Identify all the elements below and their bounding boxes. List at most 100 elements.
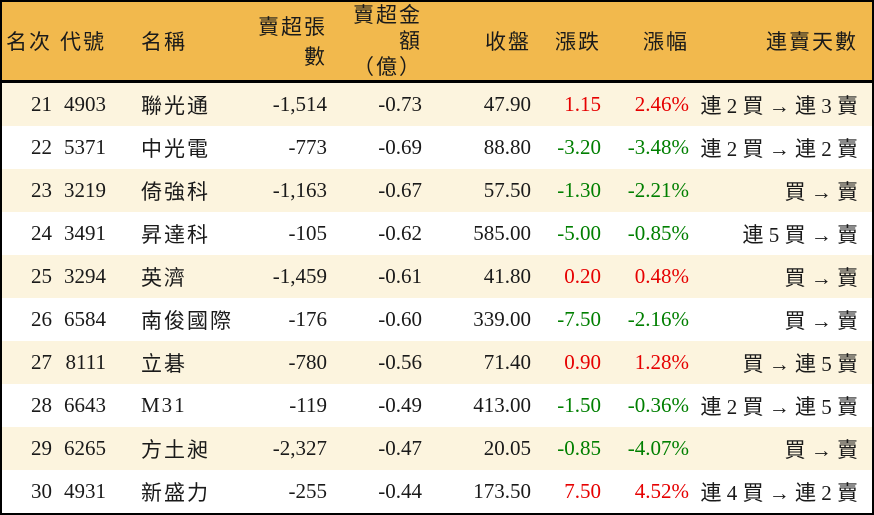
sell-amount-cell: -0.56 — [378, 350, 422, 374]
header-row: 名次 代號 名稱 賣超張數 賣超金額 （億） 收盤 漲跌 漲幅 連賣天數 — [1, 1, 873, 83]
close-cell: 413.00 — [473, 393, 531, 417]
close-cell: 20.05 — [483, 436, 531, 460]
code-cell: 4931 — [64, 479, 106, 503]
header-rank: 名次 — [1, 1, 56, 83]
code-cell: 3491 — [64, 221, 106, 245]
streak-cell: 買 → 賣 — [784, 308, 859, 333]
streak-cell: 買 → 連 5 賣 — [742, 351, 859, 376]
header-sell-amount-line2: （億） — [353, 55, 422, 79]
code-cell: 3219 — [64, 178, 106, 202]
rank-cell: 23 — [31, 178, 52, 202]
header-name: 名稱 — [118, 1, 236, 83]
close-cell: 339.00 — [473, 307, 531, 331]
sell-volume-cell: -2,327 — [272, 436, 327, 460]
sell-amount-cell: -0.61 — [378, 264, 422, 288]
close-cell: 173.50 — [473, 479, 531, 503]
sell-volume-cell: -176 — [288, 307, 328, 331]
code-cell: 6584 — [64, 307, 106, 331]
sell-amount-cell: -0.60 — [378, 307, 422, 331]
change-pct-cell: -4.07% — [627, 436, 689, 460]
sell-amount-cell: -0.62 — [378, 221, 422, 245]
change-cell: -1.50 — [557, 393, 601, 417]
close-cell: 41.80 — [483, 264, 531, 288]
change-pct-cell: 1.28% — [634, 350, 689, 374]
streak-cell: 連 4 買 → 連 2 賣 — [700, 480, 859, 505]
close-cell: 71.40 — [483, 350, 531, 374]
rank-cell: 27 — [31, 350, 52, 374]
sell-amount-cell: -0.69 — [378, 135, 422, 159]
sell-volume-cell: -1,163 — [272, 178, 327, 202]
close-cell: 47.90 — [483, 92, 531, 116]
change-pct-cell: -2.16% — [627, 307, 689, 331]
name-cell: M31 — [141, 393, 187, 417]
header-sell-volume: 賣超張數 — [236, 1, 343, 83]
table-row: 30 4931 新盛力 -255 -0.44 173.50 7.50 4.52%… — [1, 470, 873, 514]
name-cell: 新盛力 — [141, 480, 210, 505]
rank-cell: 28 — [31, 393, 52, 417]
name-cell: 昇達科 — [141, 222, 210, 247]
streak-cell: 連 5 買 → 賣 — [742, 222, 859, 247]
table-row: 28 6643 M31 -119 -0.49 413.00 -1.50 -0.3… — [1, 384, 873, 427]
code-cell: 5371 — [64, 135, 106, 159]
change-cell: -5.00 — [557, 221, 601, 245]
sell-amount-cell: -0.49 — [378, 393, 422, 417]
change-cell: 1.15 — [564, 92, 601, 116]
sell-volume-cell: -119 — [289, 393, 327, 417]
header-sell-amount-line1: 賣超金額 — [353, 3, 422, 53]
change-pct-cell: 2.46% — [634, 92, 689, 116]
change-pct-cell: -2.21% — [627, 178, 689, 202]
change-pct-cell: -3.48% — [627, 135, 689, 159]
change-cell: -7.50 — [557, 307, 601, 331]
code-cell: 6643 — [64, 393, 106, 417]
change-pct-cell: 4.52% — [634, 479, 689, 503]
rank-cell: 30 — [31, 479, 52, 503]
streak-cell: 買 → 賣 — [784, 265, 859, 290]
table-row: 29 6265 方土昶 -2,327 -0.47 20.05 -0.85 -4.… — [1, 427, 873, 470]
header-code: 代號 — [56, 1, 118, 83]
header-close: 收盤 — [438, 1, 533, 83]
name-cell: 立碁 — [141, 351, 187, 376]
table-row: 23 3219 倚強科 -1,163 -0.67 57.50 -1.30 -2.… — [1, 169, 873, 212]
code-cell: 3294 — [64, 264, 106, 288]
rank-cell: 26 — [31, 307, 52, 331]
close-cell: 585.00 — [473, 221, 531, 245]
change-cell: 0.90 — [564, 350, 601, 374]
sell-volume-cell: -1,459 — [272, 264, 327, 288]
table-body: 21 4903 聯光通 -1,514 -0.73 47.90 1.15 2.46… — [1, 81, 873, 514]
sell-volume-cell: -1,514 — [272, 92, 327, 116]
change-pct-cell: 0.48% — [634, 264, 689, 288]
rank-cell: 22 — [31, 135, 52, 159]
name-cell: 倚強科 — [141, 179, 210, 204]
close-cell: 88.80 — [483, 135, 531, 159]
streak-cell: 連 2 買 → 連 2 賣 — [700, 136, 859, 161]
change-cell: 7.50 — [564, 479, 601, 503]
name-cell: 中光電 — [141, 136, 210, 161]
table-row: 21 4903 聯光通 -1,514 -0.73 47.90 1.15 2.46… — [1, 81, 873, 126]
header-change: 漲跌 — [533, 1, 603, 83]
streak-cell: 連 2 買 → 連 5 賣 — [700, 394, 859, 419]
name-cell: 方土昶 — [141, 437, 210, 462]
sell-volume-cell: -105 — [288, 221, 328, 245]
name-cell: 英濟 — [141, 265, 187, 290]
table-row: 26 6584 南俊國際 -176 -0.60 339.00 -7.50 -2.… — [1, 298, 873, 341]
table-row: 22 5371 中光電 -773 -0.69 88.80 -3.20 -3.48… — [1, 126, 873, 169]
sell-volume-cell: -255 — [288, 479, 328, 503]
header-streak: 連賣天數 — [691, 1, 873, 83]
change-cell: -3.20 — [557, 135, 601, 159]
code-cell: 4903 — [64, 92, 106, 116]
change-cell: -1.30 — [557, 178, 601, 202]
sell-amount-cell: -0.67 — [378, 178, 422, 202]
change-pct-cell: -0.85% — [627, 221, 689, 245]
sell-amount-cell: -0.47 — [378, 436, 422, 460]
code-cell: 6265 — [64, 436, 106, 460]
streak-cell: 買 → 賣 — [784, 179, 859, 204]
table-row: 27 8111 立碁 -780 -0.56 71.40 0.90 1.28% 買… — [1, 341, 873, 384]
name-cell: 聯光通 — [141, 93, 210, 118]
table-row: 25 3294 英濟 -1,459 -0.61 41.80 0.20 0.48%… — [1, 255, 873, 298]
change-cell: -0.85 — [557, 436, 601, 460]
streak-cell: 買 → 賣 — [784, 437, 859, 462]
streak-cell: 連 2 買 → 連 3 賣 — [700, 93, 859, 118]
header-change-pct: 漲幅 — [603, 1, 691, 83]
